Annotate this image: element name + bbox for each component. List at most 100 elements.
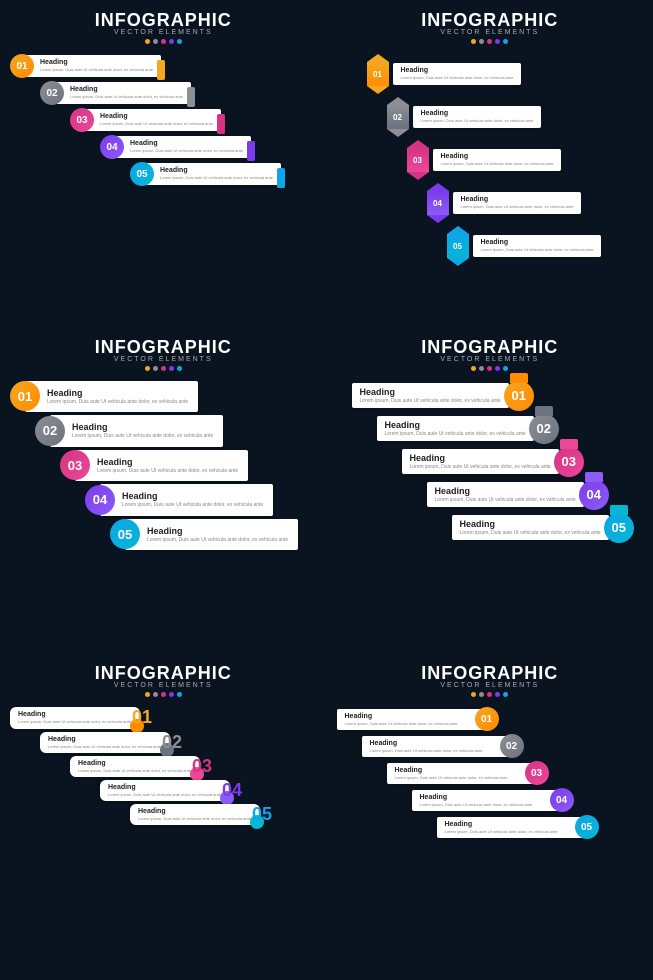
card-title: Heading xyxy=(435,486,576,496)
card-title: Heading xyxy=(40,59,153,66)
step-badge: 05 xyxy=(604,513,634,543)
card-desc: Lorem ipsum, Duis aute Ut vehicula ante … xyxy=(395,775,529,780)
step-card: HeadingLorem ipsum, Duis aute Ut vehicul… xyxy=(125,519,298,551)
step-card: HeadingLorem ipsum, Duis aute Ut vehicul… xyxy=(362,736,512,757)
card-title: Heading xyxy=(410,453,551,463)
dot xyxy=(153,366,158,371)
header-title: INFOGRAPHIC xyxy=(337,10,644,31)
color-dots xyxy=(10,366,317,371)
panel-header: INFOGRAPHIC VECTOR ELEMENTS xyxy=(337,337,644,371)
card-title: Heading xyxy=(445,821,579,828)
step-card: HeadingLorem ipsum, Duis aute Ut vehicul… xyxy=(393,63,522,84)
dot xyxy=(471,366,476,371)
panel-5: INFOGRAPHIC VECTOR ELEMENTS HeadingLorem… xyxy=(0,653,327,980)
card-title: Heading xyxy=(345,713,479,720)
fold-accent xyxy=(585,472,603,482)
step-card: HeadingLorem ipsum, Duis aute Ut vehicul… xyxy=(82,109,221,130)
step: 02HeadingLorem ipsum, Duis aute Ut vehic… xyxy=(40,81,317,105)
step-card: HeadingLorem ipsum, Duis aute Ut vehicul… xyxy=(50,415,223,447)
card-title: Heading xyxy=(122,491,263,501)
panel-header: INFOGRAPHIC VECTOR ELEMENTS xyxy=(337,663,644,697)
card-desc: Lorem ipsum, Duis aute Ut vehicula ante … xyxy=(72,433,213,440)
badge-wrap: 02 xyxy=(529,414,559,444)
badge-wrap: 03 xyxy=(554,447,584,477)
arrow-badge: 04 xyxy=(427,183,449,223)
color-dots xyxy=(10,692,317,697)
steps-container: HeadingLorem ipsum, Duis aute Ut vehicul… xyxy=(352,381,644,543)
step: 03HeadingLorem ipsum, Duis aute Ut vehic… xyxy=(407,140,644,180)
card-desc: Lorem ipsum, Duis aute Ut vehicula ante … xyxy=(410,464,551,471)
step-badge: 04 xyxy=(550,788,574,812)
card-desc: Lorem ipsum, Duis aute Ut vehicula ante … xyxy=(40,67,153,72)
dot xyxy=(177,39,182,44)
card-desc: Lorem ipsum, Duis aute Ut vehicula ante … xyxy=(100,121,213,126)
card-desc: Lorem ipsum, Duis aute Ut vehicula ante … xyxy=(461,204,574,209)
card-desc: Lorem ipsum, Duis aute Ut vehicula ante … xyxy=(78,768,192,773)
card-title: Heading xyxy=(441,153,554,160)
step-card: HeadingLorem ipsum, Duis aute Ut vehicul… xyxy=(25,381,198,413)
badge-wrap: 05 xyxy=(604,513,634,543)
step: 04HeadingLorem ipsum, Duis aute Ut vehic… xyxy=(85,484,317,516)
badge-wrap: 04 xyxy=(579,480,609,510)
step-badge: 03 xyxy=(70,108,94,132)
step-number: 04 xyxy=(212,780,252,801)
step-card: HeadingLorem ipsum, Duis aute Ut vehicul… xyxy=(387,763,537,784)
step-badge: 02 xyxy=(35,416,65,446)
step: HeadingLorem ipsum, Duis aute Ut vehicul… xyxy=(377,414,644,444)
card-desc: Lorem ipsum, Duis aute Ut vehicula ante … xyxy=(47,399,188,406)
step-number: 02 xyxy=(152,732,192,753)
dot xyxy=(153,39,158,44)
step-badge: 04 xyxy=(100,135,124,159)
dot xyxy=(145,366,150,371)
card-title: Heading xyxy=(78,760,192,767)
header-subtitle: VECTOR ELEMENTS xyxy=(337,29,644,36)
step: HeadingLorem ipsum, Duis aute Ut vehicul… xyxy=(402,447,644,477)
step: 01HeadingLorem ipsum, Duis aute Ut vehic… xyxy=(10,381,317,413)
step: 02HeadingLorem ipsum, Duis aute Ut vehic… xyxy=(35,415,317,447)
step-card: HeadingLorem ipsum, Duis aute Ut vehicul… xyxy=(473,235,602,256)
step-card: HeadingLorem ipsum, Duis aute Ut vehicul… xyxy=(433,149,562,170)
dot xyxy=(153,692,158,697)
panel-3: INFOGRAPHIC VECTOR ELEMENTS 01HeadingLor… xyxy=(0,327,327,654)
accent-tab xyxy=(277,168,285,188)
card-title: Heading xyxy=(72,422,213,432)
card-desc: Lorem ipsum, Duis aute Ut vehicula ante … xyxy=(97,468,238,475)
step: HeadingLorem ipsum, Duis aute Ut vehicul… xyxy=(70,756,317,777)
color-dots xyxy=(337,366,644,371)
step: HeadingLorem ipsum, Duis aute Ut vehicul… xyxy=(10,707,317,728)
step-card: HeadingLorem ipsum, Duis aute Ut vehicul… xyxy=(112,136,251,157)
header-title: INFOGRAPHIC xyxy=(10,337,317,358)
step: HeadingLorem ipsum, Duis aute Ut vehicul… xyxy=(130,804,317,825)
dot xyxy=(471,39,476,44)
step-badge: 03 xyxy=(525,761,549,785)
step-badge: 05 xyxy=(130,162,154,186)
card-title: Heading xyxy=(481,239,594,246)
step-card: HeadingLorem ipsum, Duis aute Ut vehicul… xyxy=(75,450,248,482)
card-title: Heading xyxy=(147,526,288,536)
dot xyxy=(503,39,508,44)
card-title: Heading xyxy=(97,457,238,467)
card-title: Heading xyxy=(460,519,601,529)
card-desc: Lorem ipsum, Duis aute Ut vehicula ante … xyxy=(70,94,183,99)
step-badge: 02 xyxy=(500,734,524,758)
step: 03HeadingLorem ipsum, Duis aute Ut vehic… xyxy=(70,108,317,132)
dot xyxy=(479,366,484,371)
step-badge: 01 xyxy=(504,381,534,411)
card-title: Heading xyxy=(48,736,162,743)
step-card: HeadingLorem ipsum, Duis aute Ut vehicul… xyxy=(100,780,230,801)
card-title: Heading xyxy=(395,767,529,774)
panel-header: INFOGRAPHIC VECTOR ELEMENTS xyxy=(337,10,644,44)
step-badge: 03 xyxy=(554,447,584,477)
step-card: HeadingLorem ipsum, Duis aute Ut vehicul… xyxy=(100,484,273,516)
card-desc: Lorem ipsum, Duis aute Ut vehicula ante … xyxy=(460,530,601,537)
card-desc: Lorem ipsum, Duis aute Ut vehicula ante … xyxy=(385,431,526,438)
card-desc: Lorem ipsum, Duis aute Ut vehicula ante … xyxy=(370,748,504,753)
panel-header: INFOGRAPHIC VECTOR ELEMENTS xyxy=(10,10,317,44)
step-card: HeadingLorem ipsum, Duis aute Ut vehicul… xyxy=(352,383,509,409)
step: HeadingLorem ipsum, Duis aute Ut vehicul… xyxy=(100,780,317,801)
badge-wrap: 01 xyxy=(504,381,534,411)
card-desc: Lorem ipsum, Duis aute Ut vehicula ante … xyxy=(18,719,132,724)
card-title: Heading xyxy=(47,388,188,398)
dot xyxy=(169,366,174,371)
dot xyxy=(503,692,508,697)
